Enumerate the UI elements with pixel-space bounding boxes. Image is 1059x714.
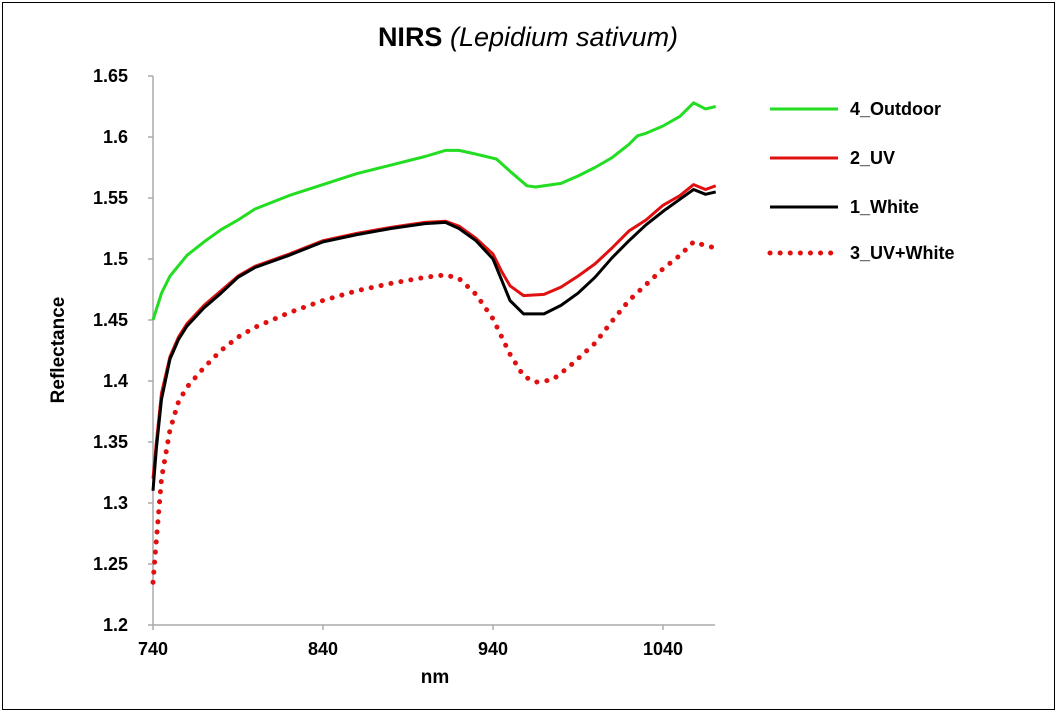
legend-label: 4_Outdoor xyxy=(850,99,941,119)
y-tick-label: 1.4 xyxy=(103,371,128,391)
legend-label: 2_UV xyxy=(850,148,895,168)
chart-title: NIRS (Lepidium sativum) xyxy=(378,22,678,52)
series-line-1-white xyxy=(151,188,717,491)
y-tick-label: 1.5 xyxy=(103,249,128,269)
y-tick-label: 1.25 xyxy=(93,554,128,574)
x-tick-label: 740 xyxy=(138,639,168,659)
y-axis-label: Reflectance xyxy=(48,297,69,404)
y-tick-label: 1.2 xyxy=(103,615,128,635)
series-line-3-uv-white xyxy=(150,239,719,585)
series-line-4-outdoor xyxy=(151,101,717,321)
y-tick-label: 1.3 xyxy=(103,493,128,513)
x-axis-label: nm xyxy=(421,667,450,688)
series-line-2-uv xyxy=(151,183,717,479)
x-tick-label: 940 xyxy=(478,639,508,659)
legend-label: 1_White xyxy=(850,197,919,217)
y-tick-label: 1.55 xyxy=(93,188,128,208)
legend-label: 3_UV+White xyxy=(850,243,955,263)
x-tick-label: 1040 xyxy=(643,639,683,659)
y-tick-label: 1.45 xyxy=(93,310,128,330)
chart-title-species: (Lepidium sativum) xyxy=(450,22,678,52)
y-tick-label: 1.6 xyxy=(103,127,128,147)
chart-title-main: NIRS xyxy=(378,22,443,52)
y-tick-label: 1.65 xyxy=(93,66,128,86)
x-tick-label: 840 xyxy=(308,639,338,659)
y-tick-label: 1.35 xyxy=(93,432,128,452)
